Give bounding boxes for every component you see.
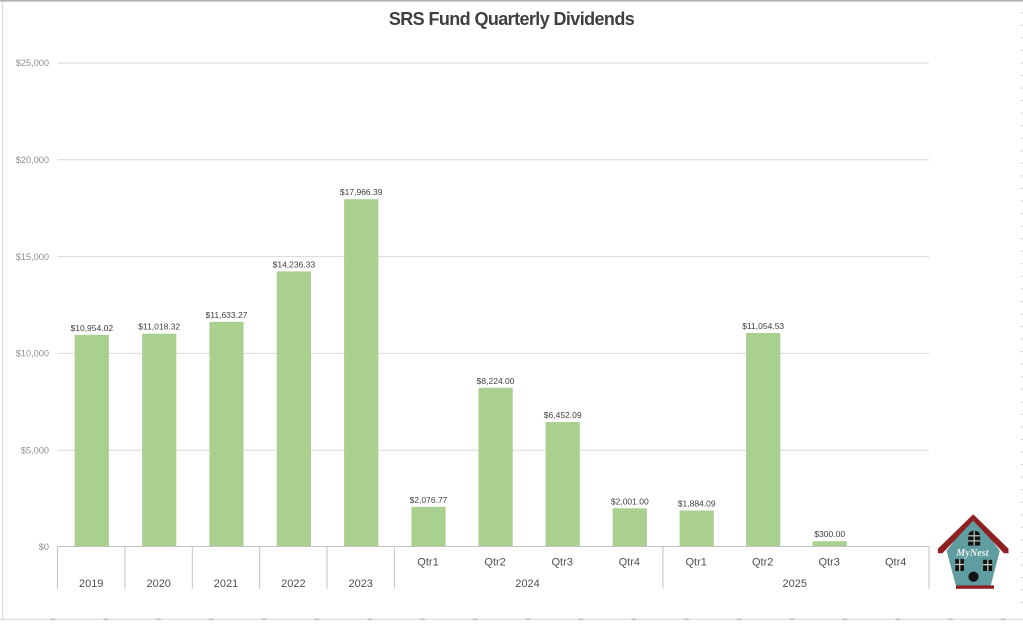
svg-text:$11,054.53: $11,054.53 [742,321,784,331]
svg-text:Qtr4: Qtr4 [619,557,640,569]
svg-text:$2,001.00: $2,001.00 [611,496,649,506]
svg-text:2025: 2025 [783,578,807,590]
svg-text:Qtr1: Qtr1 [685,557,706,569]
svg-text:$10,954.02: $10,954.02 [71,323,114,333]
svg-text:2021: 2021 [214,578,238,590]
svg-text:$25,000: $25,000 [16,58,49,68]
svg-text:Qtr1: Qtr1 [417,557,438,569]
svg-text:2024: 2024 [515,578,539,590]
svg-text:2023: 2023 [348,578,372,590]
svg-text:Qtr3: Qtr3 [551,557,572,569]
svg-text:$11,018.32: $11,018.32 [138,322,180,332]
svg-text:$300.00: $300.00 [814,529,845,539]
svg-text:2020: 2020 [146,578,170,590]
svg-text:Qtr2: Qtr2 [484,557,505,569]
svg-text:Qtr4: Qtr4 [885,557,906,569]
svg-text:$14,236.33: $14,236.33 [273,259,316,269]
svg-text:2019: 2019 [79,578,103,590]
svg-text:$17,966.39: $17,966.39 [340,187,383,197]
svg-text:$6,452.09: $6,452.09 [544,410,582,420]
svg-text:Qtr2: Qtr2 [752,557,773,569]
svg-text:$5,000: $5,000 [21,445,49,455]
svg-text:$15,000: $15,000 [16,252,49,262]
svg-text:$0: $0 [39,542,49,552]
svg-text:$10,000: $10,000 [16,349,49,359]
svg-text:$11,633.27: $11,633.27 [206,310,248,320]
svg-text:MyNest: MyNest [955,548,989,559]
svg-text:$1,884.09: $1,884.09 [678,499,716,509]
svg-text:$20,000: $20,000 [16,155,49,165]
svg-text:Qtr3: Qtr3 [818,557,839,569]
svg-text:2022: 2022 [281,578,305,590]
svg-text:SRS Fund Quarterly Dividends: SRS Fund Quarterly Dividends [389,9,635,29]
svg-text:$8,224.00: $8,224.00 [477,376,515,386]
svg-text:$2,076.77: $2,076.77 [410,495,448,505]
